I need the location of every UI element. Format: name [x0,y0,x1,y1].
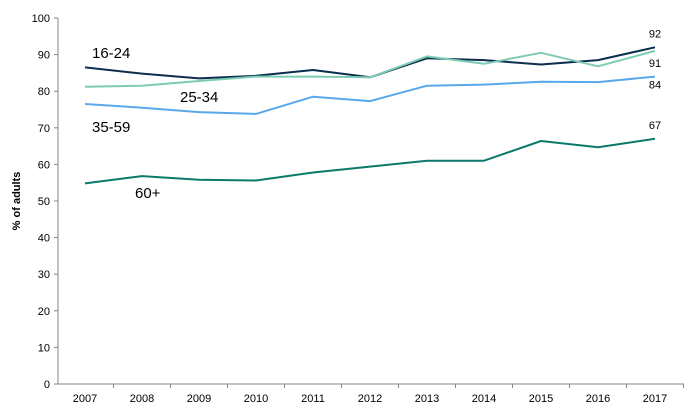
y-tick-label: 70 [38,123,50,135]
series-lines [84,46,656,185]
series-name-label: 25-34 [180,89,218,106]
y-tick-label: 0 [44,379,50,391]
y-tick-label: 80 [38,86,50,98]
x-tick-label: 2010 [244,393,268,405]
y-axis: 0 10 20 30 40 50 60 70 80 90 100 [32,13,59,391]
series-line-16-24 [84,46,656,80]
series-end-value-label: 67 [649,120,661,132]
series-end-value-label: 84 [649,80,661,92]
x-tick-label: 2009 [187,393,211,405]
x-tick-label: 2012 [358,393,382,405]
y-tick-label: 40 [38,233,50,245]
series-name-label: 16-24 [92,45,130,62]
series-end-value-label: 91 [649,58,661,70]
series-labels: 16-24 25-34 35-59 60+ 92 91 84 67 [92,28,661,202]
x-tick-label: 2011 [301,393,325,405]
y-tick-label: 30 [38,269,50,281]
x-tick-label: 2016 [586,393,610,405]
x-tick-label: 2015 [529,393,553,405]
x-tick-label: 2008 [130,393,154,405]
y-tick-label: 90 [38,50,50,62]
y-tick-label: 100 [32,13,50,25]
y-axis-title: % of adults [11,172,23,231]
y-tick-label: 10 [38,342,50,354]
x-axis: 2007 2008 2009 2010 2011 2012 2013 2014 2015 2016… [58,383,684,405]
x-tick-label: 2017 [643,393,667,405]
series-line-60+ [84,137,656,185]
series-line-35-59 [84,75,656,115]
y-tick-label: 60 [38,159,50,171]
series-name-label: 60+ [135,185,161,202]
y-tick-label: 20 [38,306,50,318]
series-line-25-34 [84,49,656,88]
series-end-value-label: 92 [649,28,661,40]
series-name-label: 35-59 [92,119,130,136]
y-tick-label: 50 [38,196,50,208]
x-tick-label: 2013 [415,393,439,405]
x-tick-label: 2007 [73,393,97,405]
x-tick-label: 2014 [472,393,496,405]
